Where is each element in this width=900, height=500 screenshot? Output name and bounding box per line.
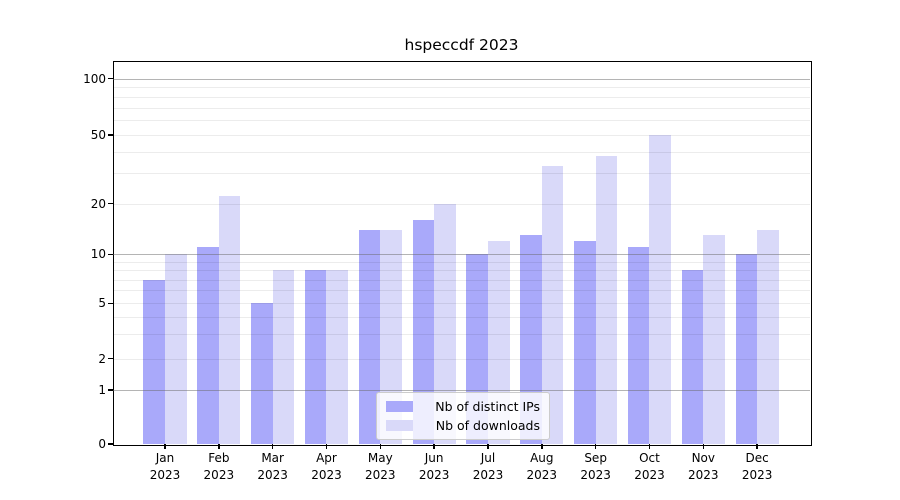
y-tick-label-2: 2 — [98, 351, 106, 366]
bar-downloads-jan — [165, 254, 187, 444]
y-tick-label-100: 100 — [83, 71, 106, 86]
bar-downloads-jun — [434, 203, 456, 444]
bar-downloads-mar — [272, 270, 295, 444]
y-tick-mark-5 — [108, 302, 113, 304]
bar-distinct-ips-mar — [251, 303, 273, 444]
bar-distinct-ips-feb — [197, 247, 219, 444]
x-tick-mark-may — [379, 444, 381, 449]
bar-distinct-ips-oct — [627, 247, 650, 444]
x-tick-label-jun: Jun 2023 — [418, 451, 450, 482]
bar-distinct-ips-apr — [304, 270, 327, 444]
y-tick-label-50: 50 — [90, 128, 106, 142]
x-tick-label-feb: Feb 2023 — [203, 451, 235, 482]
y-tick-mark-1 — [108, 389, 113, 391]
x-tick-label-oct: Oct 2023 — [634, 451, 665, 482]
bar-distinct-ips-jun — [412, 219, 435, 444]
y-tick-mark-50 — [108, 134, 113, 136]
bar-downloads-dec — [757, 229, 779, 444]
x-tick-label-mar: Mar 2023 — [257, 451, 288, 482]
legend-row-distinct-ips: Nb of distinct IPs — [386, 399, 540, 414]
bar-distinct-ips-dec — [735, 254, 758, 444]
legend-swatch-distinct-ips — [386, 401, 413, 412]
y-tick-label-20: 20 — [90, 196, 106, 211]
y-tick-mark-0 — [108, 443, 113, 445]
x-tick-mark-mar — [271, 444, 274, 449]
y-tick-label-5: 5 — [98, 296, 106, 311]
x-tick-label-aug: Aug 2023 — [526, 451, 558, 482]
x-tick-mark-apr — [325, 444, 328, 449]
bar-distinct-ips-sep — [574, 240, 596, 444]
x-tick-mark-aug — [541, 444, 543, 449]
x-tick-mark-jun — [433, 444, 435, 449]
bar-downloads-feb — [218, 196, 241, 444]
x-tick-mark-jan — [164, 444, 166, 449]
legend-row-downloads: Nb of downloads — [386, 418, 540, 433]
x-tick-mark-nov — [702, 444, 704, 449]
x-tick-label-apr: Apr 2023 — [311, 451, 342, 482]
legend-swatch-downloads — [386, 420, 413, 431]
legend-label-distinct-ips: Nb of distinct IPs — [435, 399, 540, 414]
x-tick-label-jul: Jul 2023 — [472, 451, 504, 482]
bar-distinct-ips-aug — [520, 235, 542, 444]
chart-title: hspeccdf 2023 — [404, 36, 519, 54]
x-tick-label-may: May 2023 — [365, 451, 396, 482]
bar-distinct-ips-jan — [143, 279, 165, 444]
x-tick-label-dec: Dec 2023 — [741, 451, 773, 482]
x-tick-mark-dec — [756, 444, 758, 449]
y-tick-mark-2 — [108, 357, 113, 360]
x-tick-mark-oct — [648, 444, 651, 449]
x-tick-mark-jul — [487, 444, 489, 449]
x-tick-label-jan: Jan 2023 — [149, 451, 181, 482]
x-tick-label-sep: Sep 2023 — [580, 451, 611, 482]
bar-distinct-ips-nov — [681, 270, 704, 444]
y-tick-label-1: 1 — [98, 383, 106, 397]
y-tick-label-0: 0 — [98, 437, 106, 451]
legend-label-downloads: Nb of downloads — [435, 418, 540, 433]
bar-downloads-oct — [649, 135, 672, 444]
y-tick-mark-10 — [108, 253, 113, 255]
x-tick-mark-sep — [594, 444, 597, 449]
x-tick-mark-feb — [218, 444, 220, 449]
y-tick-label-10: 10 — [90, 247, 106, 262]
x-tick-label-nov: Nov 2023 — [688, 451, 719, 482]
y-tick-mark-100 — [108, 77, 113, 80]
bar-downloads-apr — [326, 270, 349, 444]
y-tick-mark-20 — [108, 202, 113, 205]
bar-downloads-nov — [703, 235, 725, 444]
legend: Nb of distinct IPs Nb of downloads — [376, 392, 550, 440]
bar-downloads-aug — [541, 166, 564, 444]
bar-downloads-sep — [595, 155, 618, 444]
